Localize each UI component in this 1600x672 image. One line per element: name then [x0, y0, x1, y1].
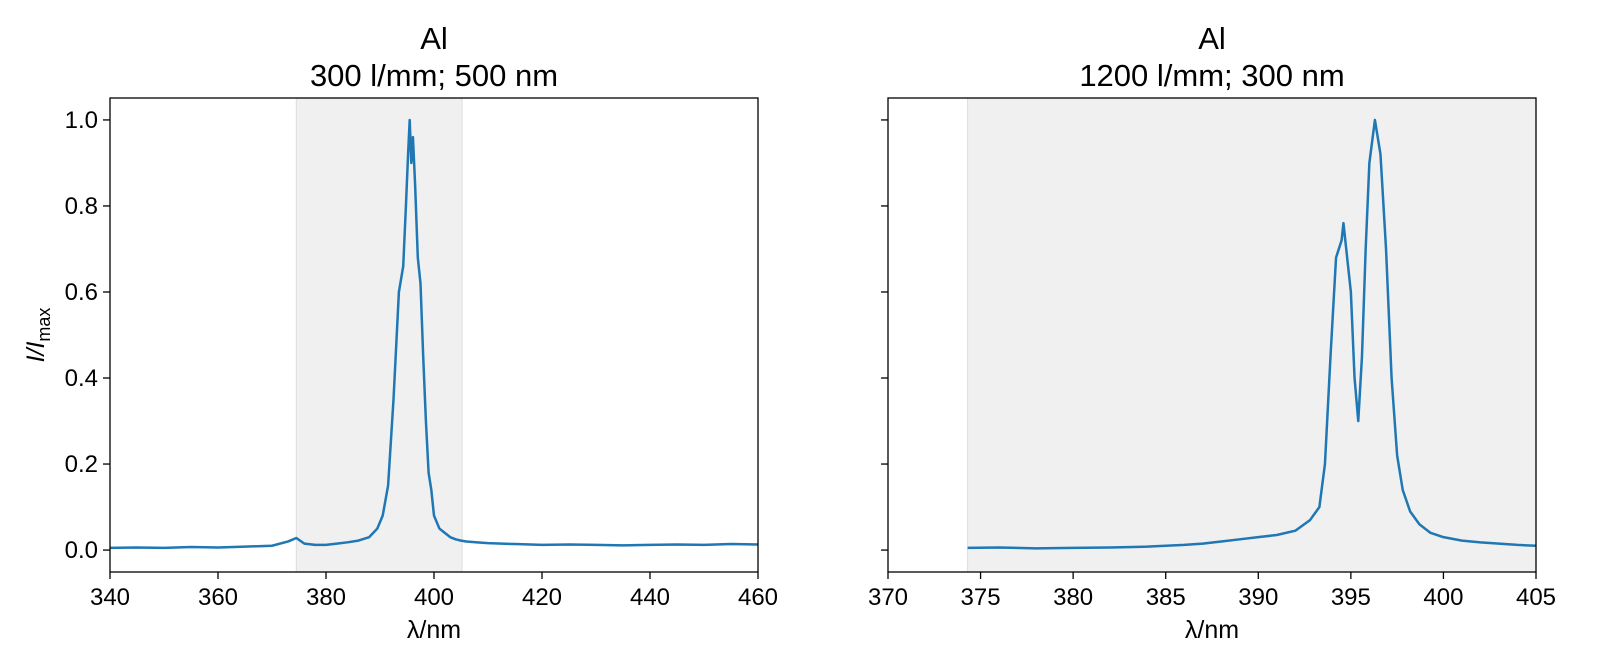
x-tick-label: 360	[198, 584, 238, 611]
x-tick-label: 380	[1053, 584, 1093, 611]
shaded-span	[967, 97, 1537, 573]
y-tick-label: 0.6	[65, 279, 98, 306]
x-tick-label: 390	[1238, 584, 1278, 611]
x-tick-label: 370	[868, 584, 908, 611]
y-tick-label: 0.0	[65, 537, 98, 564]
y-tick-label: 0.8	[65, 193, 98, 220]
spectrum-line	[967, 118, 1537, 550]
x-tick-label: 460	[738, 584, 778, 611]
x-tick-label: 405	[1516, 584, 1556, 611]
chart-subtitle: 1200 l/mm; 300 nm	[1079, 58, 1344, 93]
y-axis-label-main: I/I	[22, 342, 50, 363]
x-tick-label: 385	[1146, 584, 1186, 611]
chart-title: Al	[1198, 21, 1226, 56]
panel: 340 360 380 400 420 440 460 0.0 0.2 0.4 0.6 0.8 1.0 A…	[22, 21, 778, 644]
chart-subtitle: 300 l/mm; 500 nm	[310, 58, 558, 93]
y-axis-label-subscript: max	[34, 308, 54, 342]
y-tick-label: 1.0	[65, 107, 98, 134]
x-axis-label: λ/nm	[407, 616, 461, 644]
shaded-span	[295, 97, 463, 573]
y-tick-label: 0.2	[65, 451, 98, 478]
axes-frame	[887, 97, 1537, 573]
y-tick-label: 0.4	[65, 365, 98, 392]
chart-title: Al	[420, 21, 448, 56]
x-tick-label: 375	[961, 584, 1001, 611]
x-tick-label: 400	[1423, 584, 1463, 611]
x-axis-label: λ/nm	[1185, 616, 1239, 644]
x-tick-label: 395	[1331, 584, 1371, 611]
x-tick-label: 340	[90, 584, 130, 611]
spectrum-line	[109, 118, 759, 550]
y-axis-label: I/Imax	[22, 308, 54, 363]
x-tick-label: 400	[414, 584, 454, 611]
x-tick-label: 440	[630, 584, 670, 611]
x-tick-label: 380	[306, 584, 346, 611]
x-tick-label: 420	[522, 584, 562, 611]
